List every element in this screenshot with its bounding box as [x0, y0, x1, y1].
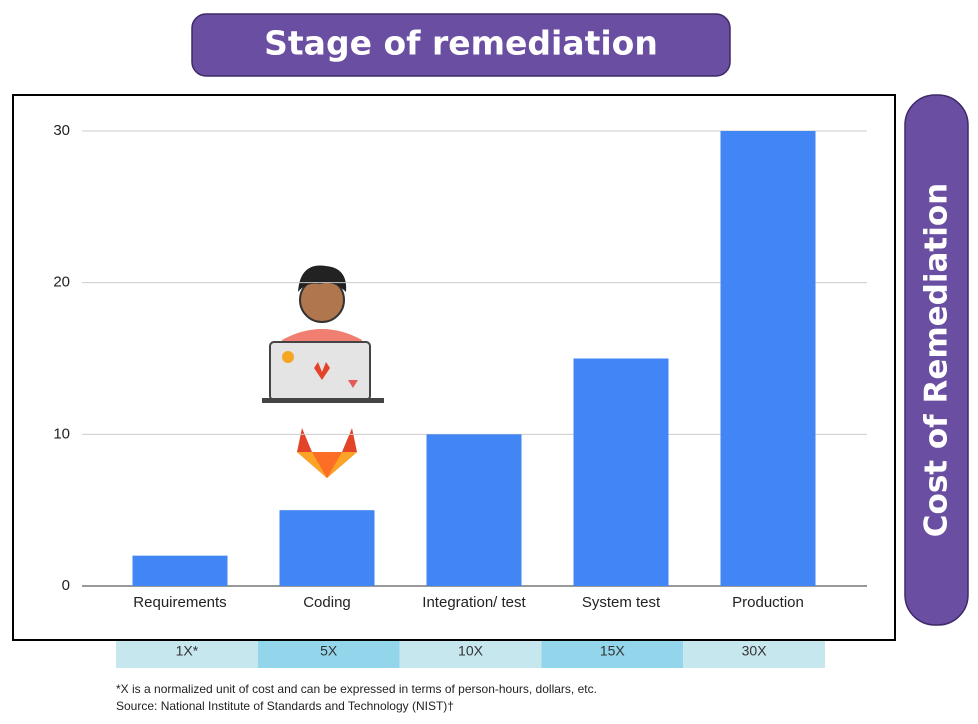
side-banner [904, 94, 969, 626]
x-tick-label: Coding [303, 594, 351, 611]
y-tick-label: 20 [53, 274, 70, 291]
x-tick-label: Production [732, 594, 804, 611]
bar [573, 358, 669, 586]
developer-illustration [262, 265, 384, 403]
x-tick-label: Integration/ test [422, 594, 526, 611]
multiplier-cell [399, 641, 542, 668]
x-tick-label: Requirements [133, 594, 226, 611]
multiplier-label: 30X [742, 643, 768, 659]
y-axis-title: Cost of Remediation [919, 183, 955, 537]
multiplier-label: 5X [320, 643, 338, 659]
multiplier-label: 10X [458, 643, 484, 659]
bar [426, 434, 522, 586]
footnote: Source: National Institute of Standards … [116, 699, 454, 713]
bar [720, 131, 816, 586]
multiplier-cell [116, 641, 258, 668]
multiplier-cell [683, 641, 825, 668]
y-tick-label: 10 [53, 425, 70, 442]
x-tick-label: System test [582, 594, 661, 611]
bar [279, 510, 375, 586]
chart-frame [12, 94, 896, 641]
y-tick-label: 0 [62, 577, 70, 594]
gitlab-logo [297, 428, 357, 478]
multiplier-cell [541, 641, 684, 668]
top-banner [191, 13, 731, 77]
x-axis-title: Stage of remediation [264, 24, 658, 63]
footnote: *X is a normalized unit of cost and can … [116, 682, 597, 696]
bar [132, 555, 228, 586]
multiplier-cell [257, 641, 400, 668]
multiplier-label: 1X* [176, 643, 199, 659]
multiplier-label: 15X [600, 643, 626, 659]
y-tick-label: 30 [53, 122, 70, 139]
